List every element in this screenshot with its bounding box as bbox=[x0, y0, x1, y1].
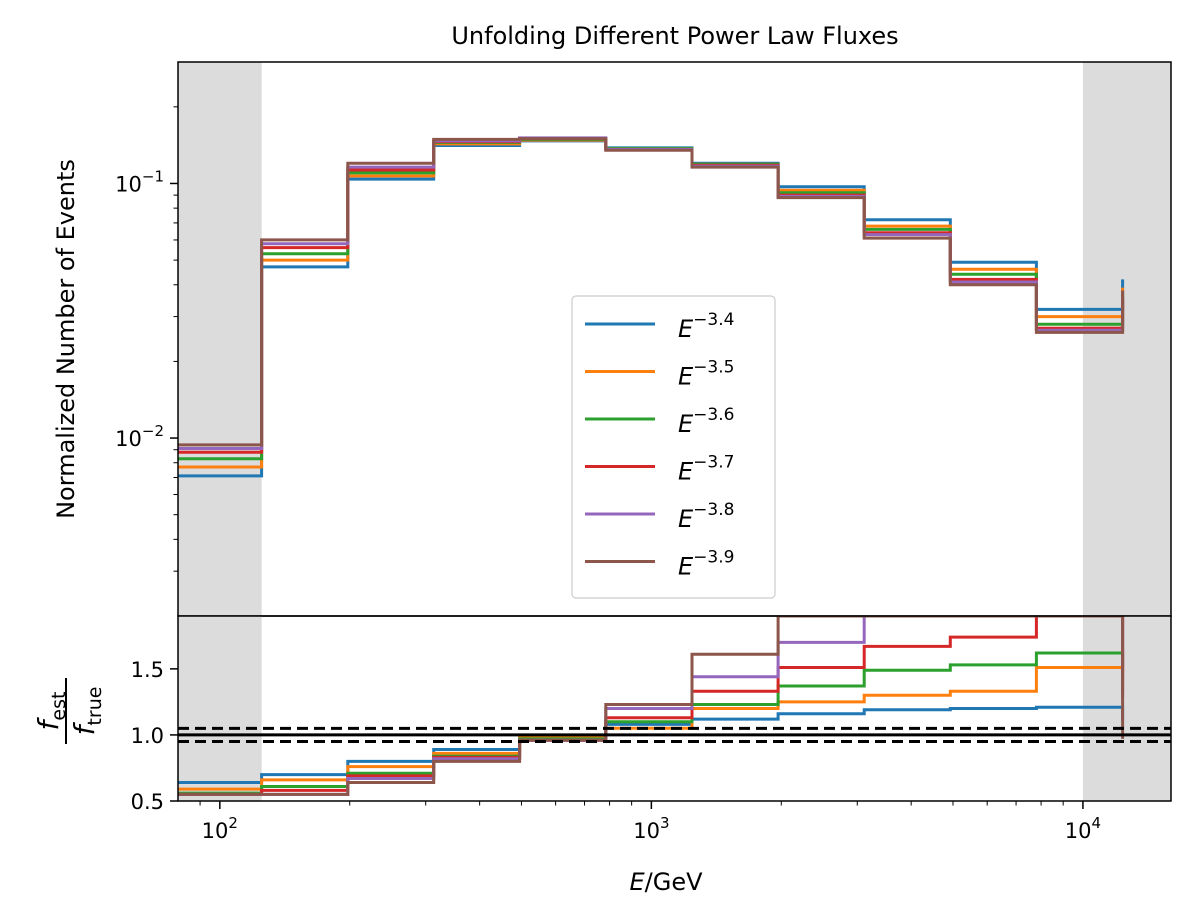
x-axis-label: E/GeV bbox=[629, 868, 703, 896]
main-panel: 10−2 10−1 Normalized Number of Events E−3… bbox=[52, 61, 1172, 617]
x-ticks: 102 103 104 bbox=[199, 801, 1101, 843]
main-y-tick-label-0: 10−2 bbox=[115, 422, 164, 451]
ratio-reference-lines bbox=[178, 726, 1171, 744]
chart-title: Unfolding Different Power Law Fluxes bbox=[451, 22, 898, 50]
ratio-series-group bbox=[178, 616, 1125, 796]
ratio-series-line-2 bbox=[178, 651, 1125, 795]
main-series-group bbox=[178, 136, 1125, 478]
shaded-region-ratio-0 bbox=[178, 616, 262, 801]
legend-label-5: E−3.9 bbox=[678, 548, 734, 581]
x-tick-label-2: 104 bbox=[1065, 814, 1101, 843]
main-series-line-5 bbox=[178, 137, 1125, 447]
legend-label-1: E−3.5 bbox=[678, 358, 734, 391]
main-y-axis-label: Normalized Number of Events bbox=[52, 159, 80, 519]
legend-label-4: E−3.8 bbox=[678, 500, 734, 533]
shaded-region-main-0 bbox=[178, 62, 262, 616]
ratio-plot-frame bbox=[177, 615, 1172, 802]
ratio-series-line-5 bbox=[178, 616, 1125, 796]
ratio-y-tick-label-2: 1.5 bbox=[131, 658, 164, 682]
legend-box bbox=[571, 295, 776, 599]
legend-label-3: E−3.7 bbox=[678, 453, 734, 486]
main-shaded-regions bbox=[178, 62, 1171, 616]
main-y-tick-label-1: 10−1 bbox=[115, 167, 164, 196]
ratio-shaded-regions bbox=[178, 616, 1171, 801]
ratio-y-ticks: 0.5 1.0 1.5 bbox=[131, 658, 178, 814]
ratio-series-line-4 bbox=[178, 616, 1125, 796]
ratio-y-tick-label-1: 1.0 bbox=[131, 724, 164, 748]
shaded-region-main-1 bbox=[1082, 62, 1171, 616]
legend-label-2: E−3.6 bbox=[678, 405, 734, 438]
legend: E−3.4 E−3.5 E−3.6 E−3.7 E−3.8 E−3.9 bbox=[571, 295, 776, 599]
main-y-ticks: 10−2 10−1 bbox=[115, 106, 178, 572]
legend-label-0: E−3.4 bbox=[678, 310, 734, 343]
x-tick-label-0: 102 bbox=[202, 814, 238, 843]
x-tick-label-1: 103 bbox=[633, 814, 669, 843]
ratio-y-label-denominator: ftrue bbox=[68, 687, 106, 736]
ratio-y-label-numerator: fest bbox=[32, 692, 70, 731]
ratio-y-tick-label-0: 0.5 bbox=[131, 790, 164, 814]
